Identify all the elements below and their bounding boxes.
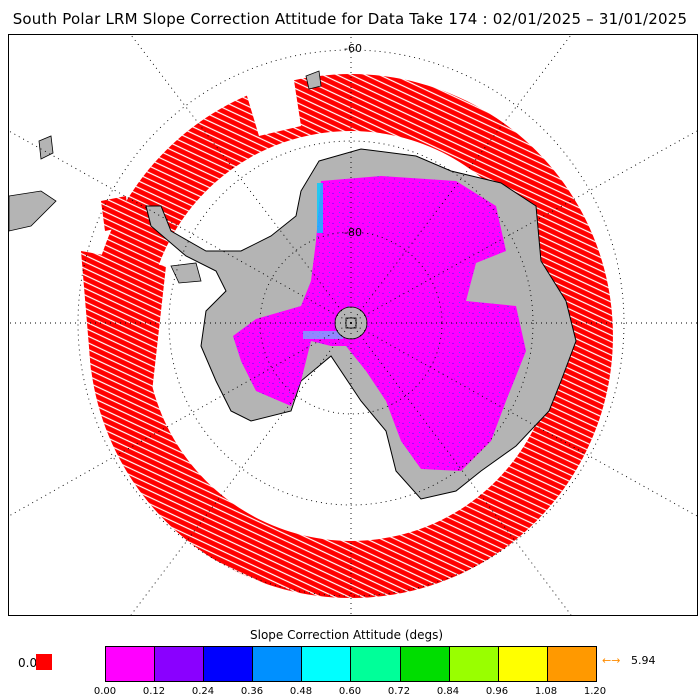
graticule [9, 35, 697, 615]
colorbar-tick-label: 1.20 [583, 686, 607, 697]
colorbar-cell [546, 647, 596, 681]
colorbar-tick-label: 0.72 [387, 686, 411, 697]
colorbar-tick-label: 1.08 [534, 686, 558, 697]
colorbar-tick-label: 0.00 [93, 686, 117, 697]
colorbar-cell [497, 647, 547, 681]
colorbar-tick-label: 0.36 [240, 686, 264, 697]
colorbar-tick-label: 0.24 [191, 686, 215, 697]
page-title: South Polar LRM Slope Correction Attitud… [12, 10, 688, 28]
lat-label-80: -80 [344, 226, 362, 239]
colorbar-cell [399, 647, 449, 681]
polar-stereographic-map: -60 -80 [9, 35, 697, 615]
colorbar-tick-label: 0.96 [485, 686, 509, 697]
colorbar-tick-label: 0.48 [289, 686, 313, 697]
slope-correction-data-swath [233, 176, 526, 471]
colorbar-cell [252, 647, 302, 681]
ocean-track-ring [81, 61, 613, 598]
overflow-value: 5.94 [631, 654, 656, 667]
lat-label-60: -60 [344, 42, 362, 55]
colorbar-tick-label: 0.12 [142, 686, 166, 697]
colorbar-cell [106, 647, 155, 681]
nodata-swatch [36, 654, 52, 670]
polar-map: -60 -80 [8, 34, 698, 616]
colorbar-tick-label: 0.60 [338, 686, 362, 697]
colorbar [105, 646, 597, 682]
colorbar-title: Slope Correction Attitude (degs) [250, 628, 444, 642]
colorbar-cell [350, 647, 400, 681]
colorbar-cell [301, 647, 351, 681]
colorbar-cell [154, 647, 204, 681]
nodata-label: 0.0 [18, 656, 38, 670]
colorbar-tick-label: 0.84 [436, 686, 460, 697]
colorbar-cell [448, 647, 498, 681]
overflow-arrow-icon: ←→ [602, 654, 621, 667]
colorbar-cell [203, 647, 253, 681]
